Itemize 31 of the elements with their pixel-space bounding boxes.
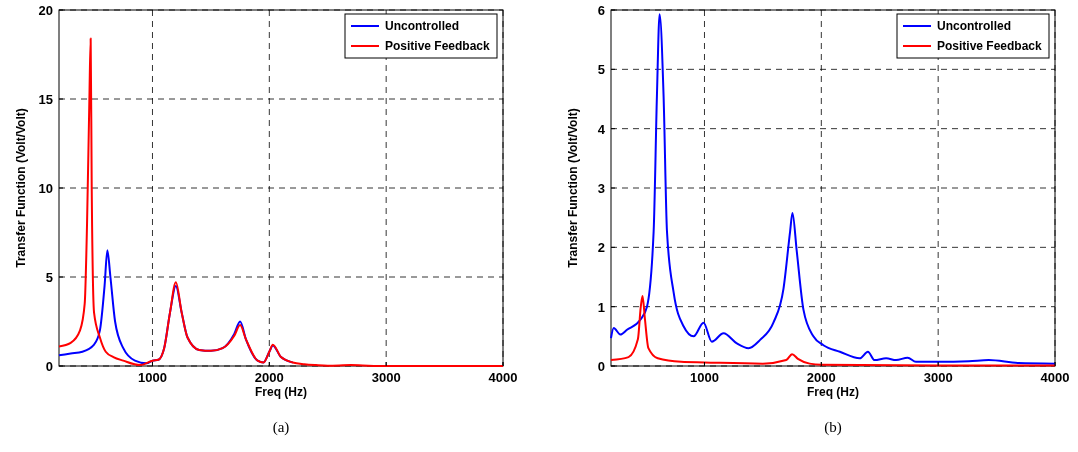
legend-label: Positive Feedback: [385, 39, 491, 53]
y-axis-title: Transfer Function (Volt/Volt): [14, 108, 28, 268]
y-tick-label: 3: [597, 181, 605, 196]
x-tick-label: 4000: [488, 370, 518, 385]
x-tick-label: 2000: [254, 370, 284, 385]
x-tick-label: 4000: [1040, 370, 1070, 385]
y-tick-label: 4: [597, 121, 606, 137]
y-tick-label: 6: [597, 3, 605, 18]
y-tick-label: 5: [45, 270, 53, 285]
y-tick-label: 10: [38, 181, 53, 196]
y-tick-label: 0: [45, 359, 53, 374]
y-axis-title: Transfer Function (Volt/Volt): [566, 108, 580, 268]
x-tick-label: 3000: [923, 370, 953, 385]
text: (a): [272, 419, 290, 436]
x-axis-title: Freq (Hz): [255, 385, 307, 399]
y-tick-label: 2: [597, 240, 605, 256]
x-axis-title: Freq (Hz): [807, 385, 859, 399]
y-tick-label: 1: [597, 299, 605, 315]
x-tick-label: 3000: [371, 370, 401, 385]
line-series: [610, 13, 1056, 365]
text: (b): [824, 419, 842, 436]
x-tick-label: 2000: [806, 370, 836, 385]
y-tick-label: 0: [597, 359, 605, 374]
y-tick-label: 5: [597, 62, 605, 78]
legend-label: Uncontrolled: [385, 19, 459, 33]
legend-label: Uncontrolled: [937, 19, 1011, 33]
y-tick-label: 15: [38, 92, 53, 107]
legend-label: Positive Feedback: [937, 39, 1043, 53]
y-tick-label: 20: [38, 3, 53, 18]
x-tick-label: 1000: [138, 370, 167, 385]
x-tick-label: 1000: [690, 370, 719, 385]
